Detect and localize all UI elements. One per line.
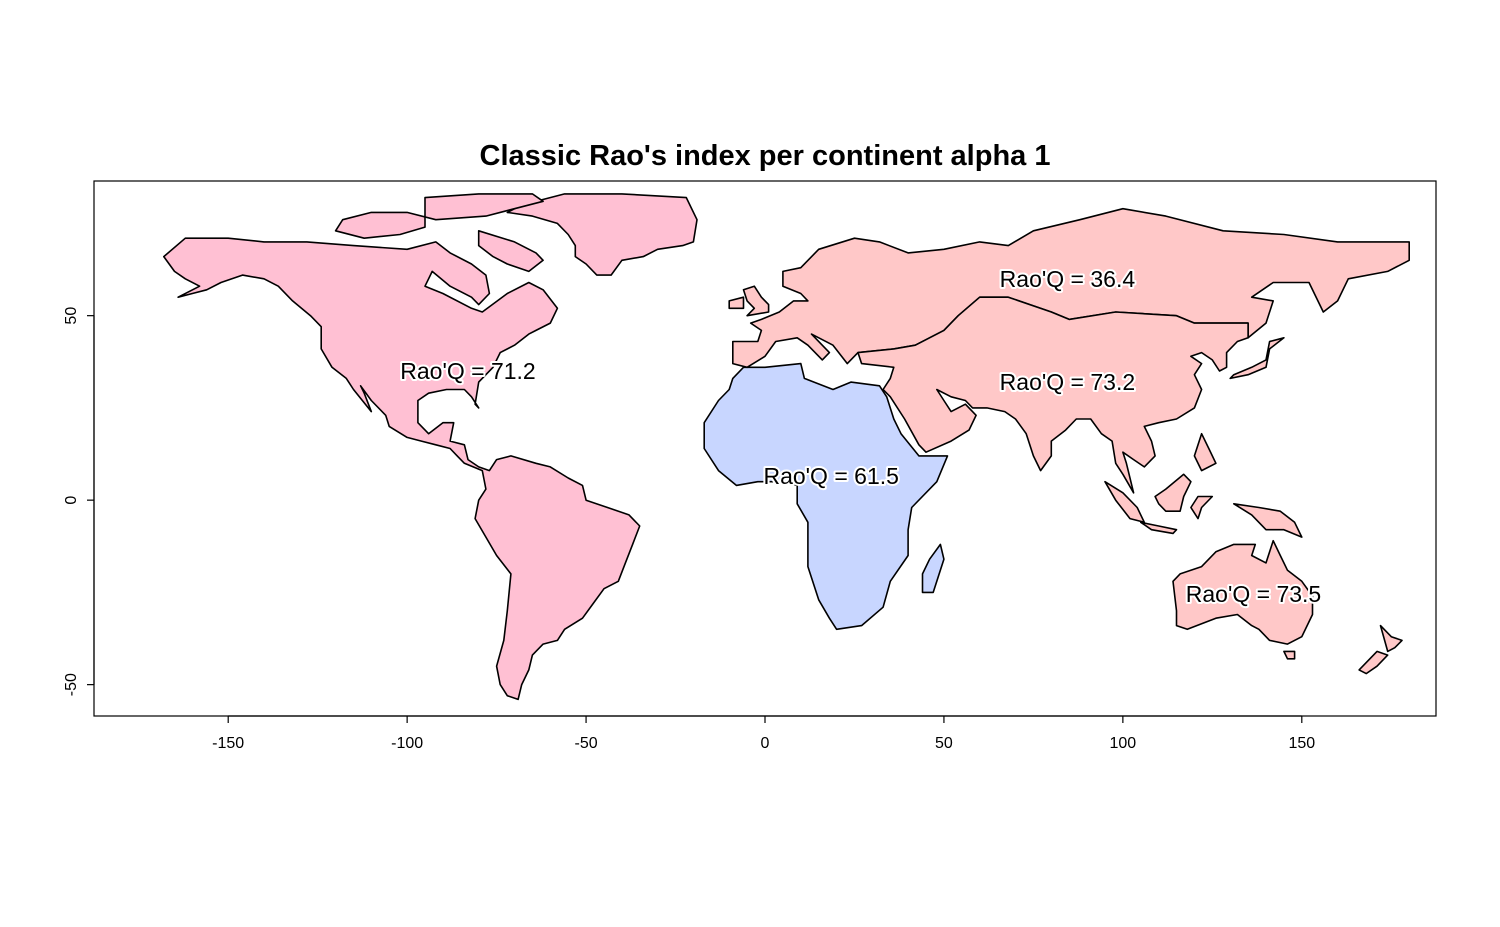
map-title: Classic Rao's index per continent alpha … xyxy=(480,140,1051,172)
europe-rao-label: Rao'Q = 36.4 xyxy=(1000,266,1136,292)
asia-landmass-2 xyxy=(1104,480,1146,524)
asia-landmass xyxy=(857,296,1249,494)
africa-landmass xyxy=(703,362,949,631)
oceania-landmass-1 xyxy=(1283,650,1296,660)
oceania-landmass-3 xyxy=(1379,624,1403,653)
x-tick-label: -100 xyxy=(391,735,423,752)
oceania-landmass-4 xyxy=(1358,650,1389,675)
africa-rao-label: Rao'Q = 61.5 xyxy=(763,463,898,489)
americas-landmass-3 xyxy=(477,230,544,273)
asia-landmass-4 xyxy=(1154,473,1192,512)
europe-landmass xyxy=(732,207,1410,369)
asia-landmass-6 xyxy=(1193,432,1217,472)
americas-rao-label: Rao'Q = 71.2 xyxy=(400,358,535,384)
y-axis: -50 0 50 xyxy=(63,307,95,696)
y-tick-label: 0 xyxy=(63,496,80,505)
asia-landmass-1 xyxy=(1229,337,1285,380)
asia-landmass-3 xyxy=(1140,521,1178,535)
americas-landmass-2 xyxy=(334,193,544,239)
asia-landmass-5 xyxy=(1190,495,1214,520)
europe-landmass-1 xyxy=(742,285,770,317)
x-tick-label: -50 xyxy=(575,735,598,752)
x-tick-label: 100 xyxy=(1110,735,1137,752)
oceania-landmass xyxy=(1172,539,1314,645)
x-tick-label: -150 xyxy=(212,735,244,752)
x-tick-label: 0 xyxy=(761,735,770,752)
x-tick-label: 50 xyxy=(935,735,953,752)
land-layer xyxy=(163,193,1410,701)
region-labels: Rao'Q = 71.2 Rao'Q = 61.5 Rao'Q = 36.4 Rao'… xyxy=(398,264,1323,609)
europe-landmass-2 xyxy=(728,296,745,310)
oceania-landmass-2 xyxy=(1233,503,1303,538)
africa-landmass-1 xyxy=(921,543,945,594)
asia-rao-label: Rao'Q = 73.2 xyxy=(1000,369,1135,395)
y-tick-label: 50 xyxy=(63,307,80,325)
oceania-rao-label: Rao'Q = 73.5 xyxy=(1186,581,1321,607)
y-tick-label: -50 xyxy=(63,673,80,696)
x-tick-label: 150 xyxy=(1288,735,1315,752)
americas-landmass xyxy=(163,237,641,701)
x-axis: -150 -100 -50 0 50 100 150 xyxy=(212,715,1315,752)
americas-landmass-1 xyxy=(506,193,698,276)
